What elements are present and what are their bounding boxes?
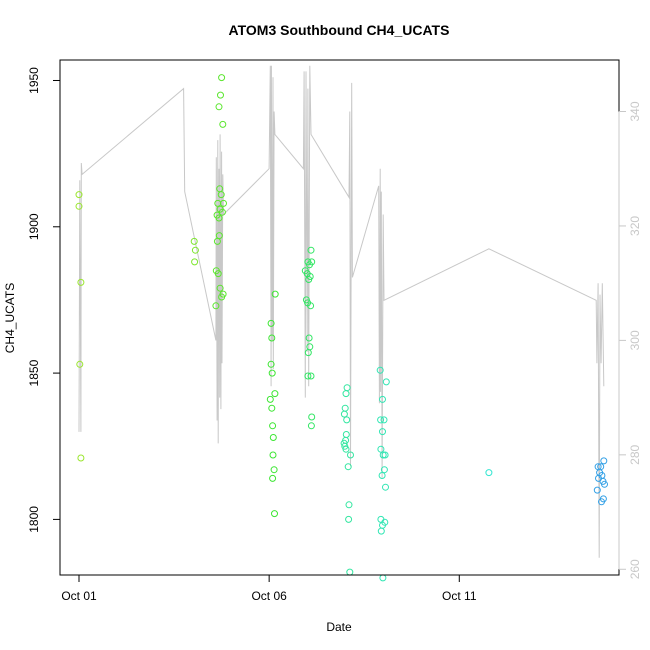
y-axis-label: CH4_UCATS (3, 283, 17, 353)
data-point (308, 413, 316, 421)
data-point (268, 334, 276, 342)
data-point (378, 472, 386, 479)
data-point (217, 191, 225, 199)
data-point (377, 416, 385, 424)
data-point (75, 202, 83, 210)
data-point (271, 390, 279, 398)
data-point (377, 527, 385, 535)
x-axis-label: Date (326, 620, 352, 634)
data-point (342, 445, 350, 453)
data-point (269, 434, 277, 441)
data-point (600, 457, 608, 465)
data-point (379, 428, 386, 436)
data-point (216, 284, 224, 292)
y-tick-label: 1950 (27, 67, 41, 94)
data-point (218, 208, 226, 216)
data-point (307, 372, 315, 380)
data-point (376, 366, 384, 374)
data-point (342, 390, 350, 398)
data-point (214, 270, 222, 278)
data-point (593, 486, 601, 494)
data-point (266, 395, 274, 403)
data-point (218, 293, 226, 301)
data-point (343, 384, 351, 392)
data-point (304, 349, 312, 357)
data-point (77, 454, 85, 462)
data-point (267, 319, 275, 327)
data-point (305, 334, 313, 342)
data-point (379, 395, 386, 403)
data-point (76, 360, 84, 368)
data-point (307, 302, 315, 310)
data-point (345, 501, 353, 509)
y-axis: 1800 1850 1900 1950 (27, 67, 61, 533)
data-point (380, 466, 388, 474)
y-right-tick-label: 340 (628, 101, 642, 121)
data-point (344, 463, 352, 471)
x-axis: Oct 01 Oct 06 Oct 11 (61, 574, 477, 603)
y-right-tick-label: 280 (628, 445, 642, 465)
data-point (305, 276, 313, 283)
data-point (485, 469, 493, 477)
data-point (213, 237, 221, 245)
data-point (267, 360, 275, 368)
data-point (268, 369, 276, 377)
data-point (215, 103, 223, 111)
data-point (341, 404, 349, 412)
data-point (340, 410, 348, 418)
data-point (346, 568, 354, 576)
data-point (342, 431, 350, 438)
data-point (271, 290, 279, 298)
data-point (220, 199, 227, 207)
data-point (307, 422, 315, 430)
y-right-axis: 260 280 300 320 340 (618, 101, 642, 579)
data-point (380, 416, 388, 424)
data-point (191, 246, 199, 254)
data-point (307, 246, 315, 254)
x-tick-label: Oct 06 (251, 589, 287, 603)
y-right-tick-label: 260 (628, 559, 642, 579)
data-point (268, 404, 276, 412)
data-point (377, 445, 385, 453)
x-tick-label: Oct 01 (61, 589, 97, 603)
data-point (190, 237, 198, 245)
data-point (306, 261, 313, 269)
data-point (381, 451, 389, 459)
data-point (598, 498, 605, 506)
data-point (269, 451, 277, 459)
y-tick-label: 1900 (27, 213, 41, 240)
points-layer (75, 74, 608, 582)
data-point (75, 191, 83, 199)
data-point (269, 474, 277, 482)
data-point (219, 120, 227, 128)
data-point (347, 451, 354, 459)
secondary-series-line (78, 65, 605, 558)
y-tick-label: 1800 (27, 506, 41, 533)
x-tick-label: Oct 11 (442, 589, 477, 603)
data-point (269, 422, 277, 430)
data-point (77, 278, 85, 286)
data-point (382, 378, 390, 386)
data-point (379, 574, 387, 582)
data-point (271, 510, 278, 518)
y-right-tick-label: 320 (628, 216, 642, 236)
data-point (212, 302, 220, 310)
data-point (382, 483, 389, 491)
data-point (270, 466, 278, 474)
data-point (379, 451, 387, 459)
data-point (218, 74, 226, 82)
chart-title: ATOM3 Southbound CH4_UCATS (229, 22, 450, 38)
data-point (215, 214, 223, 222)
data-point (191, 258, 199, 266)
plot-frame (59, 59, 620, 576)
data-point (304, 372, 312, 380)
secondary-line-layer (78, 65, 605, 558)
data-point (345, 515, 353, 523)
y-tick-label: 1850 (27, 359, 41, 386)
data-point (343, 416, 351, 424)
y-right-tick-label: 300 (628, 330, 642, 350)
data-point (601, 480, 608, 488)
data-point (217, 91, 224, 99)
